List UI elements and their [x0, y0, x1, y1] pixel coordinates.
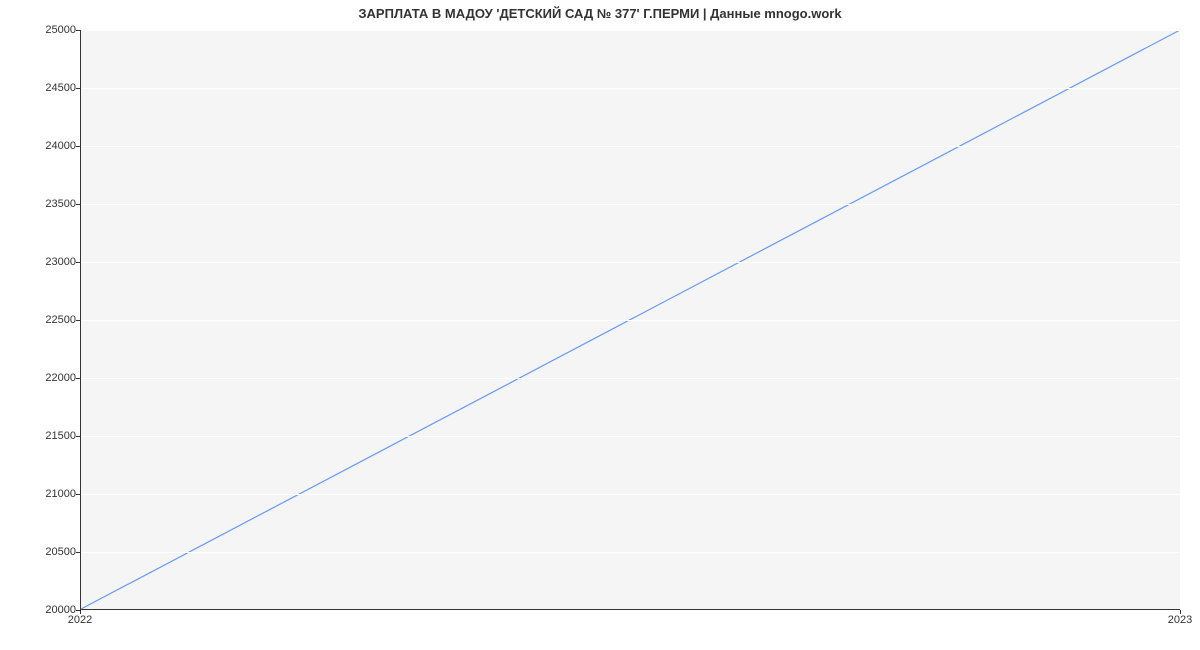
y-tick-label: 21000: [16, 488, 76, 500]
y-tick-label: 23500: [16, 198, 76, 210]
gridline-y: [81, 30, 1180, 31]
gridline-y: [81, 552, 1180, 553]
gridline-y: [81, 320, 1180, 321]
gridline-y: [81, 494, 1180, 495]
y-tick-label: 24500: [16, 82, 76, 94]
plot-area: [80, 30, 1180, 610]
y-tick-label: 23000: [16, 256, 76, 268]
y-tick-mark: [76, 30, 80, 31]
y-tick-label: 22500: [16, 314, 76, 326]
y-tick-label: 24000: [16, 140, 76, 152]
gridline-y: [81, 204, 1180, 205]
y-tick-mark: [76, 146, 80, 147]
x-tick-mark: [1180, 610, 1181, 614]
y-tick-mark: [76, 88, 80, 89]
x-tick-label: 2022: [68, 614, 92, 626]
gridline-y: [81, 378, 1180, 379]
y-tick-mark: [76, 552, 80, 553]
y-tick-label: 25000: [16, 24, 76, 36]
gridline-y: [81, 436, 1180, 437]
x-tick-mark: [80, 610, 81, 614]
y-tick-mark: [76, 378, 80, 379]
y-tick-label: 20500: [16, 546, 76, 558]
y-tick-label: 22000: [16, 372, 76, 384]
gridline-y: [81, 88, 1180, 89]
y-tick-mark: [76, 494, 80, 495]
y-tick-mark: [76, 204, 80, 205]
y-tick-mark: [76, 320, 80, 321]
gridline-y: [81, 262, 1180, 263]
y-tick-mark: [76, 436, 80, 437]
y-tick-label: 21500: [16, 430, 76, 442]
y-tick-mark: [76, 262, 80, 263]
x-tick-label: 2023: [1168, 614, 1192, 626]
gridline-y: [81, 146, 1180, 147]
chart-title: ЗАРПЛАТА В МАДОУ 'ДЕТСКИЙ САД № 377' Г.П…: [0, 6, 1200, 21]
